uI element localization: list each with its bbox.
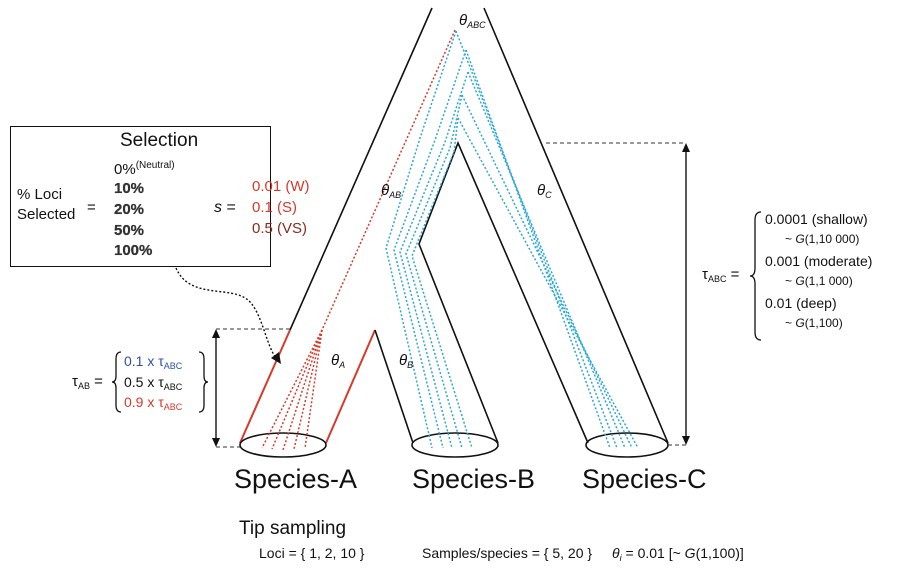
tau-abc-left-brace (749, 211, 762, 341)
selected-gene-lineages (261, 29, 456, 451)
theta-a-label: θA (331, 352, 346, 370)
species-b-c-split (418, 140, 589, 444)
neutral-note: (Neutral) (135, 160, 175, 171)
theta-ab-label: θAB (381, 182, 402, 200)
tau-abc-label: τABC = (702, 266, 740, 284)
tip-sampling-title: Tip sampling (239, 518, 347, 539)
tau-ab-left-brace (111, 351, 122, 413)
pct-option-2: 20% (114, 201, 145, 218)
tau-abc-prior-deep: ~ G(1,100) (785, 316, 843, 330)
neutral-gene-lineages (385, 30, 639, 449)
tau-abc-option-shallow: 0.0001 (shallow) (765, 211, 868, 227)
species-a-inner-edge (325, 329, 376, 444)
tau-abc-prior-shallow: ~ G(1,10 000) (785, 232, 860, 246)
theta-c-label: θC (537, 182, 552, 200)
s-symbol: s = (214, 199, 236, 216)
tau-ab-option-0: 0.1 x τABC (124, 353, 183, 371)
tau-abc-prior-moderate: ~ G(1,1 000) (785, 274, 853, 288)
tip-sampling-loci: Loci = { 1, 2, 10 } (259, 545, 365, 561)
tau-ab-option-2: 0.9 x τABC (124, 394, 183, 412)
tree-outer-right-edge (483, 7, 669, 444)
loci-label-line2: Selected (17, 206, 76, 223)
tip-sampling-samples: Samples/species = { 5, 20 } (422, 545, 593, 561)
s-option-strong: 0.1 (S) (252, 199, 298, 216)
loci-label-line1: % Loci (17, 186, 63, 203)
tree-outer-left-edge-red (239, 329, 291, 444)
selection-panel (10, 126, 271, 267)
s-option-very-strong: 0.5 (VS) (252, 220, 308, 237)
theta-b-label: θB (399, 352, 414, 370)
tree-outer-left-edge (289, 7, 433, 331)
tau-ab-label: τAB = (72, 373, 103, 391)
tau-abc-option-moderate: 0.001 (moderate) (765, 253, 873, 269)
species-b-tip (411, 432, 499, 458)
tau-abc-option-deep: 0.01 (deep) (765, 295, 837, 311)
s-option-weak: 0.01 (W) (252, 178, 310, 195)
selection-title: Selection (120, 130, 199, 151)
loci-equals: = (87, 199, 96, 216)
pct-option-4: 100% (114, 242, 153, 259)
tau-ab-right-brace (198, 351, 209, 413)
tip-sampling-theta: θi = 0.01 [~ G(1,100)] (612, 545, 744, 563)
species-b-label: Species-B (412, 464, 536, 494)
tau-ab-option-1: 0.5 x τABC (124, 374, 183, 392)
species-c-label: Species-C (582, 464, 707, 494)
species-b-branch (374, 329, 414, 444)
pct-option-1: 10% (114, 180, 145, 197)
pct-option-3: 50% (114, 222, 145, 239)
species-a-label: Species-A (234, 464, 358, 494)
species-c-tip (585, 432, 669, 458)
species-a-tip (239, 432, 327, 458)
theta-abc-label: θABC (459, 12, 486, 30)
selection-pointer-arrow (175, 267, 277, 359)
pct-option-0: 0%(Neutral) (114, 160, 175, 178)
